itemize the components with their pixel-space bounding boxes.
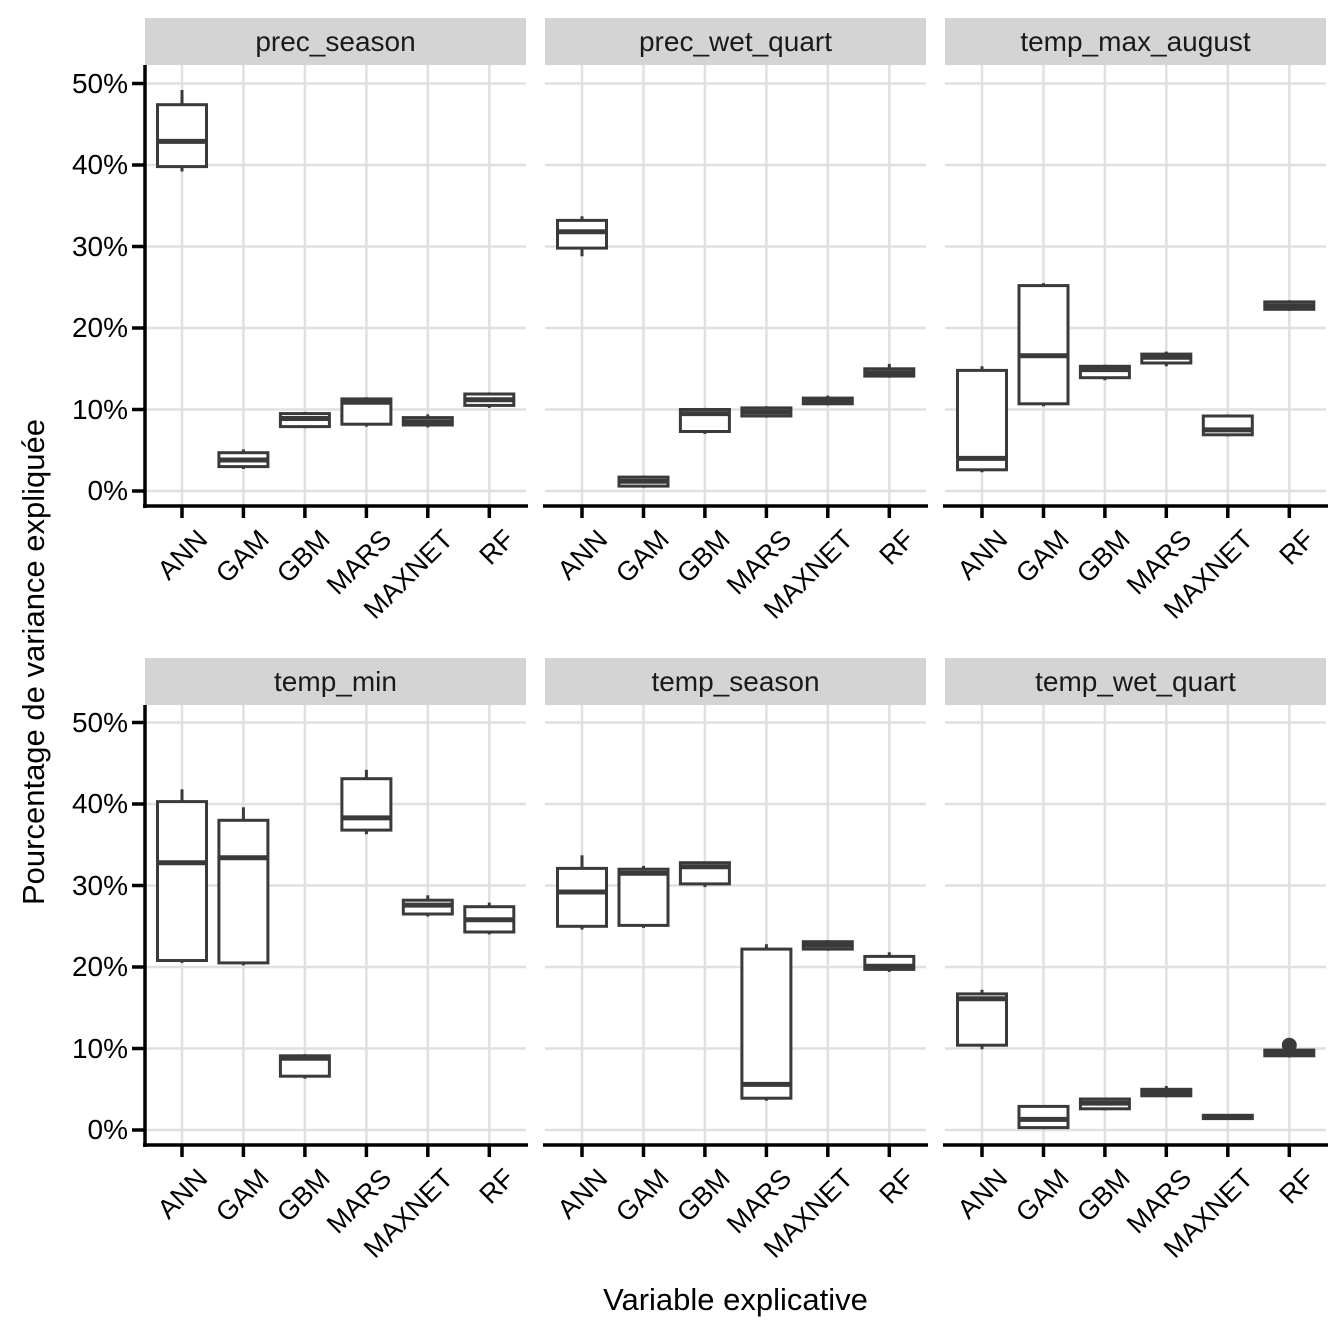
box-ann: [956, 368, 1008, 472]
facet-strip-prec-season: prec_season: [145, 18, 526, 65]
facet-strip-temp-wet-quart: temp_wet_quart: [945, 658, 1326, 705]
box-gam: [617, 867, 670, 927]
box-ann: [556, 866, 608, 928]
facet-strip-prec-wet-quart: prec_wet_quart: [545, 18, 926, 65]
y-tick-label: 20%: [71, 312, 128, 343]
y-tick-label: 30%: [71, 869, 128, 901]
y-tick-label: 10%: [71, 1032, 128, 1064]
facet-strip-label: temp_season: [651, 665, 820, 697]
y-tick-label: 30%: [71, 230, 128, 262]
facet-strip-label: temp_max_august: [1020, 25, 1251, 57]
box-ann: [956, 992, 1008, 1047]
facet-strip-label: temp_min: [274, 665, 397, 697]
y-tick-label: 50%: [71, 67, 128, 99]
facet-strip-temp-min: temp_min: [145, 658, 526, 705]
y-tick-label: 0%: [87, 475, 128, 506]
y-tick-label: 10%: [71, 393, 128, 425]
y-tick-label: 20%: [71, 951, 128, 982]
box-mars: [340, 777, 393, 832]
box-ann: [156, 800, 208, 962]
x-axis-title: Variable explicative: [603, 1282, 868, 1317]
facet-strip-temp-season: temp_season: [545, 658, 926, 705]
box-mars: [740, 947, 793, 1100]
facet-strip-label: prec_season: [255, 25, 416, 57]
y-tick-label: 0%: [87, 1114, 128, 1145]
y-tick-label: 50%: [71, 706, 128, 738]
facet-strip-label: temp_wet_quart: [1035, 665, 1236, 697]
box-ann: [156, 103, 208, 169]
outlier-point: [1281, 1037, 1297, 1053]
box-gam: [217, 818, 270, 965]
y-tick-label: 40%: [71, 149, 128, 180]
y-tick-label: 40%: [71, 788, 128, 819]
facet-strip-label: prec_wet_quart: [638, 25, 832, 57]
box-gam: [1017, 284, 1070, 406]
facet-strip-temp-max-august: temp_max_august: [945, 18, 1326, 65]
